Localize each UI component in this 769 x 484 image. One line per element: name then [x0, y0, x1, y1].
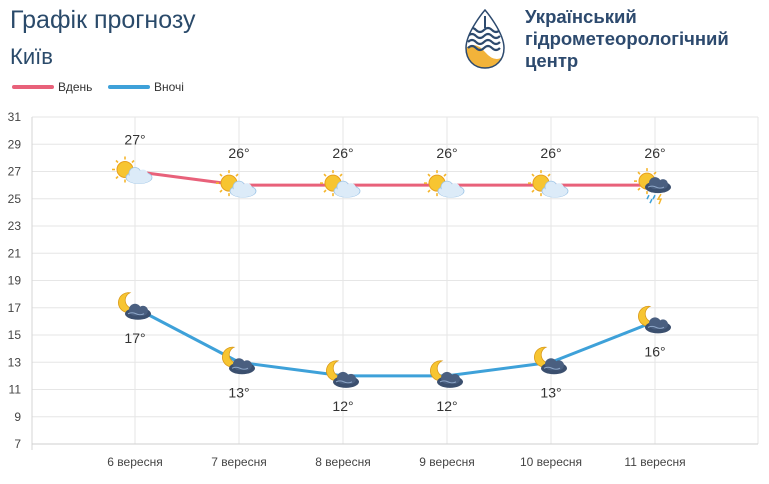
- legend-day: Вдень: [12, 80, 92, 94]
- organization-line1: Український: [525, 6, 637, 27]
- y-tick-label: 21: [8, 246, 22, 260]
- x-tick-label: 9 вересня: [419, 455, 474, 469]
- x-tick-label: 6 вересня: [107, 455, 162, 469]
- y-tick-label: 29: [8, 137, 22, 151]
- y-tick-label: 13: [8, 355, 22, 369]
- x-tick-label: 7 вересня: [211, 455, 266, 469]
- legend-night-swatch: [108, 85, 150, 89]
- legend-night-label: Вночі: [154, 80, 184, 94]
- city-name: Київ: [10, 44, 53, 69]
- day-value-label: 27°: [124, 132, 145, 148]
- night-value-label: 13°: [228, 384, 249, 400]
- day-value-label: 26°: [436, 145, 457, 161]
- y-tick-label: 19: [8, 274, 22, 288]
- y-tick-label: 23: [8, 219, 22, 233]
- y-tick-label: 15: [8, 328, 22, 342]
- night-value-label: 16°: [644, 343, 665, 359]
- y-tick-label: 9: [14, 410, 21, 424]
- day-value-label: 26°: [540, 145, 561, 161]
- sun-rain-thunder-icon: [633, 167, 672, 205]
- night-value-label: 17°: [124, 330, 145, 346]
- organization-line2: гідрометеорологічний: [525, 28, 729, 49]
- legend-day-swatch: [12, 85, 54, 89]
- day-value-label: 26°: [332, 145, 353, 161]
- y-tick-label: 7: [14, 437, 21, 451]
- organization-line3: центр: [525, 50, 579, 71]
- y-tick-label: 17: [8, 301, 22, 315]
- legend-day-label: Вдень: [58, 80, 93, 94]
- y-tick-label: 31: [8, 110, 22, 124]
- chart-title: Графік прогнозу: [10, 6, 196, 34]
- ukrhydromet-logo-icon: [465, 8, 505, 69]
- night-series-line: [134, 306, 656, 378]
- legend-night: Вночі: [108, 80, 184, 94]
- night-value-label: 12°: [332, 398, 353, 414]
- y-tick-label: 25: [8, 192, 22, 206]
- x-tick-label: 11 вересня: [624, 455, 685, 469]
- day-value-label: 26°: [228, 145, 249, 161]
- y-tick-label: 27: [8, 165, 22, 179]
- day-series-line: [134, 170, 655, 187]
- organization-name: Український гідрометеорологічний центр: [525, 6, 729, 72]
- day-value-label: 26°: [644, 145, 665, 161]
- night-value-label: 13°: [540, 384, 561, 400]
- night-value-label: 12°: [436, 398, 457, 414]
- sun-cloud-icon: [111, 155, 153, 184]
- x-tick-label: 8 вересня: [315, 455, 370, 469]
- x-tick-label: 10 вересня: [520, 455, 582, 469]
- y-tick-label: 11: [9, 383, 22, 397]
